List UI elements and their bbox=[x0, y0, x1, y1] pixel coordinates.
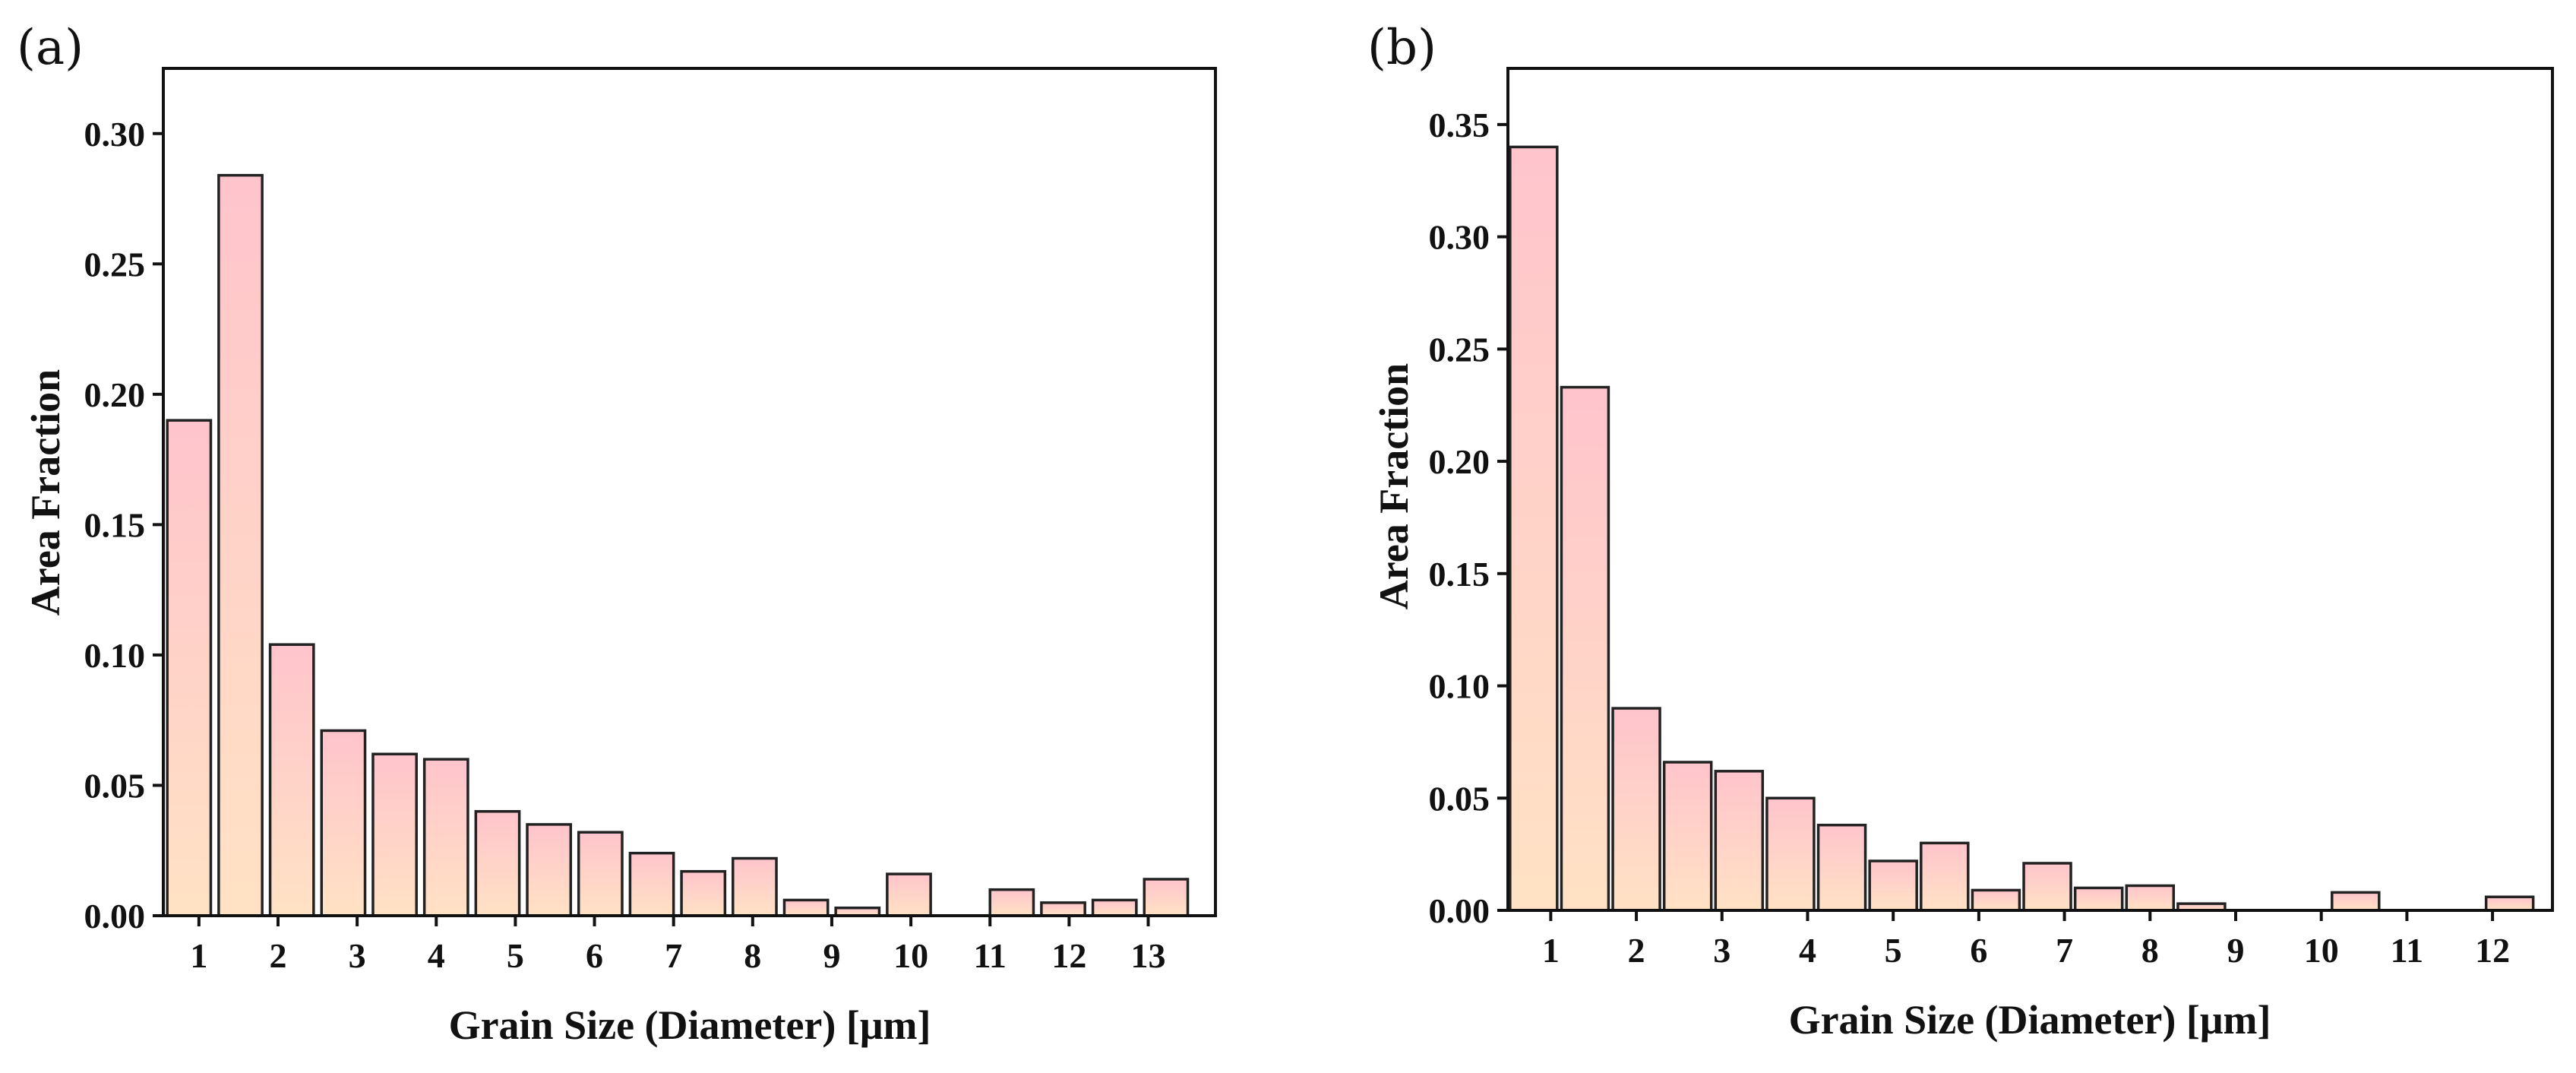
x-tick-label-b: 11 bbox=[2391, 931, 2423, 970]
x-tick-label-b: 8 bbox=[2141, 931, 2159, 970]
panel-label-a: (a) bbox=[17, 20, 84, 76]
bar-a-11 bbox=[680, 869, 727, 917]
x-tick-label-a: 13 bbox=[1130, 936, 1165, 975]
bar-a-8 bbox=[526, 823, 573, 917]
y-tick-label-b: 0.20 bbox=[1429, 442, 1490, 481]
y-tick-label-a: 0.05 bbox=[84, 766, 146, 805]
y-tick-label-b: 0.30 bbox=[1429, 218, 1490, 257]
x-tick-label-a: 3 bbox=[349, 936, 366, 975]
bar-a-6 bbox=[422, 758, 469, 917]
x-tick-label-b: 7 bbox=[2056, 931, 2073, 970]
chart-panel-b: (b) 0.000.050.100.150.200.250.300.351 2 3 4… bbox=[1367, 20, 2554, 1043]
y-tick-label-a: 0.15 bbox=[84, 505, 146, 544]
x-tick-label-a: 7 bbox=[665, 936, 682, 975]
bar-b-20 bbox=[2484, 895, 2535, 912]
plot-frame-b bbox=[1506, 67, 2554, 912]
bar-a-12 bbox=[732, 856, 778, 917]
bar-b-9 bbox=[1920, 841, 1970, 912]
y-tick-label-a: 0.30 bbox=[84, 115, 146, 154]
y-axis-title-a: Area Fraction bbox=[23, 369, 68, 616]
y-tick-label-b: 0.35 bbox=[1429, 106, 1490, 144]
bar-a-3 bbox=[268, 643, 315, 917]
bar-a-13 bbox=[782, 898, 830, 917]
x-tick-label-a: 4 bbox=[428, 936, 445, 975]
x-tick-label-a: 1 bbox=[190, 936, 207, 975]
x-tick-label-a: 11 bbox=[973, 936, 1006, 975]
bar-b-10 bbox=[1971, 888, 2021, 912]
bar-a-17 bbox=[988, 888, 1035, 917]
panel-label-b: (b) bbox=[1367, 20, 1437, 76]
bar-b-7 bbox=[1816, 823, 1867, 912]
x-tick-label-b: 5 bbox=[1885, 931, 1902, 970]
x-tick-label-b: 6 bbox=[1970, 931, 1987, 970]
x-tick-label-b: 2 bbox=[1628, 931, 1645, 970]
bar-a-9 bbox=[577, 831, 624, 917]
bar-b-8 bbox=[1868, 859, 1918, 912]
x-tick-label-a: 2 bbox=[269, 936, 286, 975]
x-tick-label-a: 5 bbox=[507, 936, 524, 975]
y-tick-label-b: 0.05 bbox=[1429, 779, 1490, 818]
bar-a-20 bbox=[1143, 878, 1190, 917]
y-tick-label-a: 0.00 bbox=[84, 897, 146, 935]
bar-b-3 bbox=[1611, 707, 1661, 912]
bar-b-11 bbox=[2022, 862, 2072, 912]
bar-a-4 bbox=[320, 729, 367, 917]
x-tick-label-a: 8 bbox=[744, 936, 761, 975]
y-tick-label-a: 0.10 bbox=[84, 636, 146, 675]
x-tick-label-a: 10 bbox=[893, 936, 928, 975]
x-tick-label-b: 12 bbox=[2475, 931, 2510, 970]
bar-b-5 bbox=[1714, 770, 1765, 912]
x-tick-label-b: 3 bbox=[1713, 931, 1731, 970]
bar-b-12 bbox=[2073, 886, 2124, 912]
x-tick-label-a: 9 bbox=[823, 936, 840, 975]
bar-b-4 bbox=[1662, 761, 1713, 912]
x-tick-label-b: 10 bbox=[2304, 931, 2339, 970]
y-tick-label-b: 0.10 bbox=[1429, 667, 1490, 706]
x-tick-label-a: 12 bbox=[1051, 936, 1086, 975]
bar-a-2 bbox=[217, 173, 264, 917]
bar-b-13 bbox=[2125, 884, 2176, 912]
bar-b-17 bbox=[2331, 891, 2381, 912]
bar-b-1 bbox=[1509, 145, 1559, 912]
x-tick-label-b: 9 bbox=[2227, 931, 2244, 970]
bar-b-6 bbox=[1765, 796, 1816, 912]
y-tick-label-b: 0.00 bbox=[1429, 891, 1490, 930]
bar-a-18 bbox=[1040, 901, 1086, 917]
bar-b-2 bbox=[1560, 385, 1610, 912]
x-axis-title-a: Grain Size (Diameter) [μm] bbox=[449, 1002, 931, 1048]
chart-panel-a: (a) 0.000.050.100.150.200.250.301 2 3 4 5 6 7 8… bbox=[17, 20, 1217, 1048]
bar-a-15 bbox=[886, 872, 932, 917]
y-tick-label-b: 0.15 bbox=[1429, 555, 1490, 593]
y-tick-label-a: 0.20 bbox=[84, 375, 146, 414]
plot-frame-a bbox=[162, 67, 1217, 917]
y-tick-label-b: 0.25 bbox=[1429, 330, 1490, 369]
bar-a-5 bbox=[371, 752, 418, 917]
x-tick-label-b: 4 bbox=[1799, 931, 1816, 970]
y-tick-label-a: 0.25 bbox=[84, 245, 146, 283]
x-tick-label-a: 6 bbox=[586, 936, 603, 975]
y-axis-title-b: Area Fraction bbox=[1371, 363, 1417, 609]
bar-a-1 bbox=[166, 419, 213, 917]
bar-a-19 bbox=[1091, 898, 1138, 917]
bar-a-7 bbox=[474, 810, 521, 917]
x-axis-title-b: Grain Size (Diameter) [μm] bbox=[1789, 997, 2271, 1043]
x-tick-label-b: 1 bbox=[1542, 931, 1560, 970]
bar-a-10 bbox=[628, 851, 675, 917]
